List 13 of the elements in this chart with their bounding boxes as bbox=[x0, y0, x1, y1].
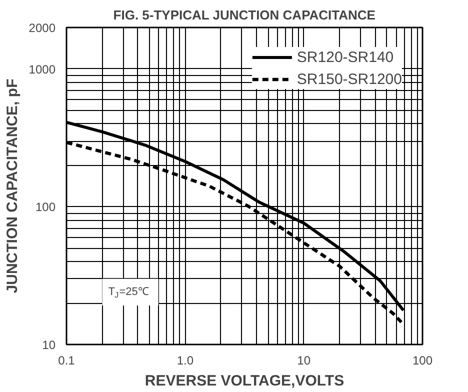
legend-label: SR150-SR1200 bbox=[296, 70, 402, 88]
legend-label: SR120-SR140 bbox=[296, 48, 394, 66]
y-tick-label: 100 bbox=[35, 200, 56, 214]
x-tick-label: 100 bbox=[412, 354, 433, 368]
x-tick-label: 0.1 bbox=[58, 354, 76, 368]
y-tick-label: 10 bbox=[42, 338, 56, 352]
y-axis-title: JUNCTION CAPACITANCE, pF bbox=[4, 78, 21, 294]
y-tick-label: 2000 bbox=[28, 21, 56, 35]
x-tick-label: 10 bbox=[297, 354, 311, 368]
y-tick-label: 1000 bbox=[28, 62, 56, 76]
chart-title: FIG. 5-TYPICAL JUNCTION CAPACITANCE bbox=[113, 8, 376, 22]
x-axis-title: REVERSE VOLTAGE,VOLTS bbox=[144, 372, 344, 390]
x-tick-label: 1.0 bbox=[176, 354, 194, 368]
